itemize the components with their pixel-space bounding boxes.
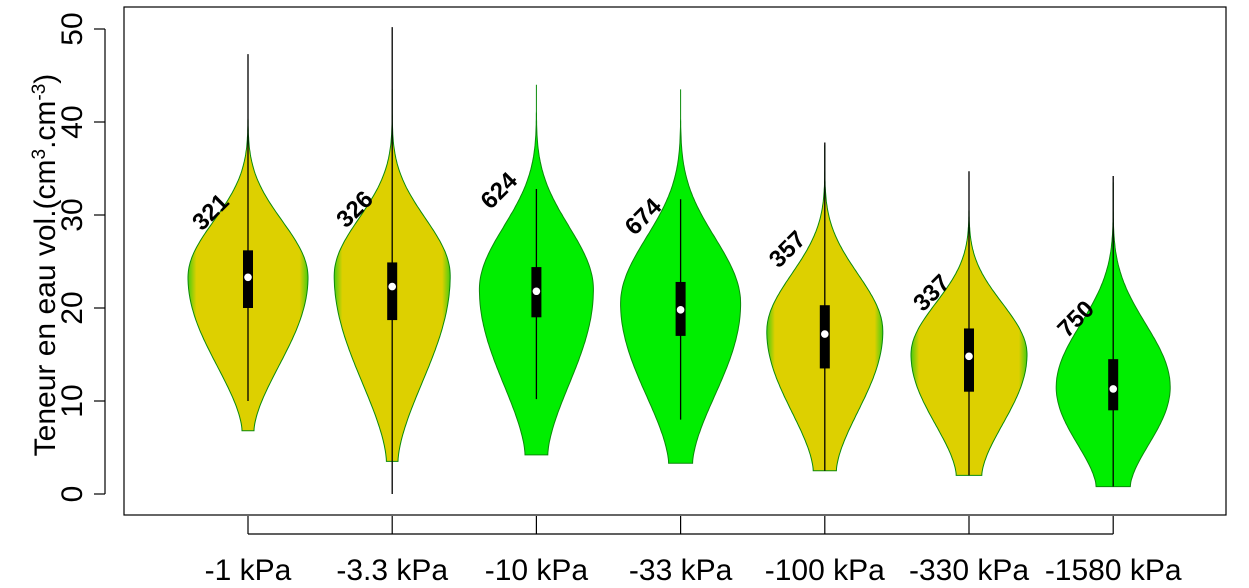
x-tick-label-3: -10 kPa [485, 554, 589, 587]
y-tick-label-10: 10 [56, 384, 89, 417]
x-tick-label-6: -330 kPa [909, 554, 1029, 587]
median-dot-1 [244, 273, 252, 282]
iqr-box-7 [1108, 359, 1119, 411]
median-dot-2 [388, 282, 397, 291]
x-tick-label-7: -1580 kPa [1045, 554, 1182, 587]
y-axis-title-sup-2: -3 [29, 84, 50, 101]
y-axis-title-prefix: Teneur en eau vol.(cm [29, 159, 62, 456]
median-dot-3 [532, 287, 541, 296]
y-axis-title-sup-1: 3 [29, 149, 50, 160]
boxes-layer [243, 27, 1119, 494]
y-tick-label-50: 50 [56, 12, 89, 45]
y-axis-title-middle: .cm [29, 101, 62, 149]
median-dot-4 [676, 306, 685, 314]
y-tick-label-0: 0 [56, 486, 89, 503]
x-axis: -1 kPa -3.3 kPa -10 kPa -33 kPa -100 kPa -330… [205, 516, 1182, 587]
y-tick-label-40: 40 [56, 105, 89, 138]
x-tick-label-2: -3.3 kPa [336, 554, 448, 587]
y-tick-label-30: 30 [56, 198, 89, 231]
median-dot-7 [1109, 385, 1117, 393]
y-axis-title: Teneur en eau vol.(cm3.cm-3) [29, 74, 63, 457]
iqr-box-2 [387, 262, 398, 321]
x-tick-label-1: -1 kPa [205, 554, 292, 587]
median-dot-5 [821, 330, 829, 338]
y-axis-title-suffix: ) [29, 74, 62, 84]
median-dot-6 [965, 352, 973, 361]
x-tick-label-5: -100 kPa [765, 554, 885, 587]
x-tick-label-4: -33 kPa [629, 554, 733, 587]
y-tick-label-20: 20 [56, 291, 89, 324]
y-axis: 0 10 20 30 40 50 [56, 12, 106, 503]
plot-area-frame [123, 6, 1227, 516]
